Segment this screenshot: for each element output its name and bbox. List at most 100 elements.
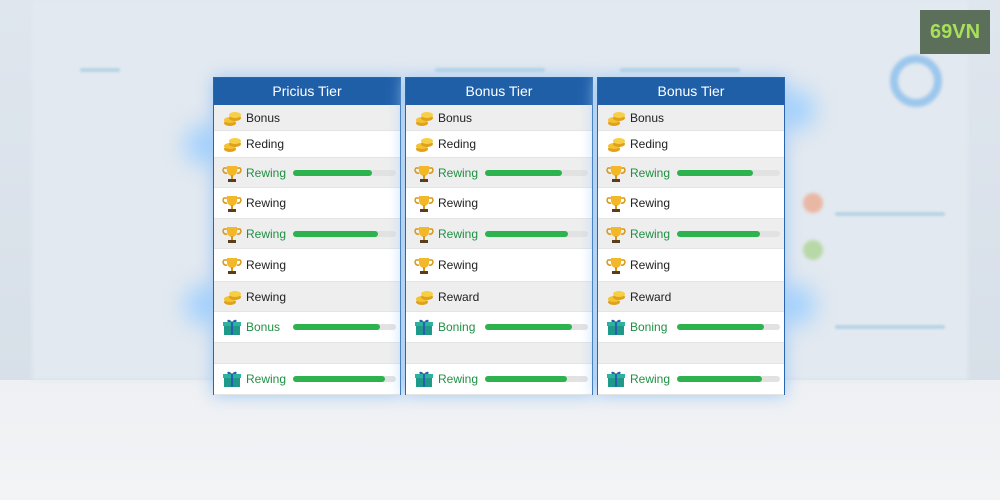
tier-row: Bonus [214,105,400,131]
bg-dot [803,240,823,260]
row-label: Rewing [246,196,287,210]
tier-row: Rewing [214,282,400,312]
bg-dot [803,193,823,213]
bg-bar [435,68,545,72]
row-label: Rewing [438,196,479,210]
row-label: Reward [630,289,672,304]
row-label: Rewing [438,226,479,241]
coins-icon [608,138,625,152]
bg-donut [890,55,942,107]
tier-card: Bonus Tier Bonus Reding Rewing Rewing Rewing R… [405,77,593,395]
tier-row: Rewing [214,219,400,249]
row-label: Boning [438,320,476,334]
tier-row: Rewing [406,188,592,219]
bg-bar [835,325,945,329]
progress-track [293,376,396,382]
tier-row: Rewing [598,158,784,188]
trophy-icon [606,258,626,274]
row-label: Rewing [630,196,671,210]
tier-row: Reding [214,131,400,158]
row-label: Rewing [438,258,479,272]
gift-icon [607,319,625,335]
tier-row: Rewing [406,249,592,282]
tier-row: Boning [598,312,784,343]
row-label: Reding [630,137,669,151]
gift-icon [223,319,241,335]
row-label: Rewing [246,165,287,180]
row-label: Reward [438,289,480,304]
progress-fill [485,169,563,176]
row-label: Reding [438,137,477,151]
row-label: Rewing [246,372,287,386]
row-label: Rewing [630,372,671,386]
gift-icon [223,371,241,387]
progress-fill [677,230,761,237]
coins-icon [416,138,433,152]
spacer-row [406,343,592,364]
progress-track [485,324,588,330]
trophy-icon [414,196,434,212]
trophy-icon [222,226,242,243]
coins-icon [416,111,433,126]
coins-icon [608,290,625,305]
progress-fill [485,324,572,330]
progress-track [677,376,780,382]
tier-row: Rewing [214,158,400,188]
row-label: Bonus [246,110,281,125]
row-label: Rewing [438,372,479,386]
progress-fill [293,230,379,237]
row-label: Reding [246,137,285,151]
tier-row: Rewing [214,249,400,282]
progress-fill [293,169,373,176]
spacer-row [598,343,784,364]
bg-bar [835,212,945,216]
trophy-icon [222,165,242,182]
progress-track [485,230,588,237]
progress-track [293,324,396,330]
tier-row: Reward [406,282,592,312]
card-title: Bonus Tier [598,78,784,105]
trophy-icon [414,226,434,243]
gift-icon [607,371,625,387]
coins-icon [608,111,625,126]
progress-track [293,230,396,237]
logo: 69VN [920,10,990,54]
tier-row: Rewing [598,219,784,249]
progress-fill [677,324,764,330]
tier-row: Reding [406,131,592,158]
bg-bar [620,68,740,72]
tier-row: Rewing [598,249,784,282]
row-label: Rewing [246,289,287,304]
row-label: Rewing [246,258,287,272]
bg-bar [80,68,120,72]
tier-row: Reding [598,131,784,158]
row-label: Rewing [630,258,671,272]
coins-icon [224,111,241,126]
progress-track [677,169,780,176]
card-title: Bonus Tier [406,78,592,105]
tier-row: Rewing [214,364,400,395]
row-label: Rewing [438,165,479,180]
trophy-icon [222,258,242,274]
tier-card: Pricius Tier Bonus Reding Rewing Rewing Rewin… [213,77,401,395]
gift-icon [415,371,433,387]
spacer-row [214,343,400,364]
tier-row: Bonus [214,312,400,343]
row-label: Bonus [246,320,281,334]
card-title: Pricius Tier [214,78,400,105]
progress-track [677,324,780,330]
progress-fill [293,376,385,382]
tier-row: Bonus [598,105,784,131]
row-label: Bonus [630,110,665,125]
trophy-icon [606,226,626,243]
tier-row: Rewing [598,188,784,219]
coins-icon [224,138,241,152]
progress-fill [485,376,568,382]
progress-track [677,230,780,237]
row-label: Rewing [630,165,671,180]
progress-fill [677,169,754,176]
coins-icon [224,290,241,305]
row-label: Rewing [246,226,287,241]
trophy-icon [414,258,434,274]
